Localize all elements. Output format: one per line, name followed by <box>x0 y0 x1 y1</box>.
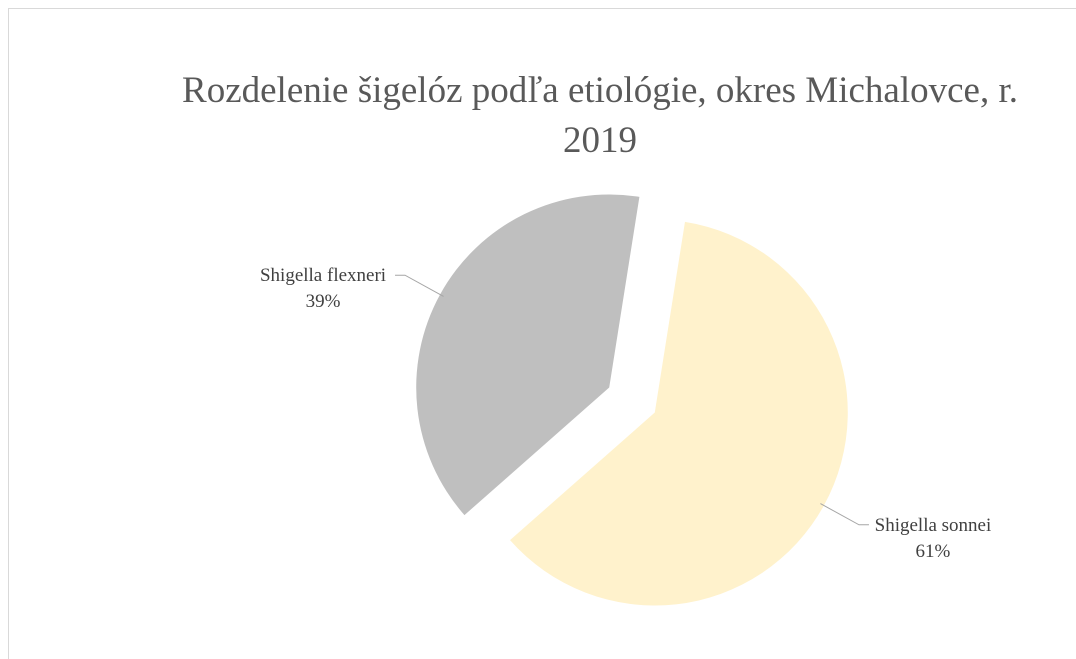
chart-frame <box>8 8 1076 659</box>
chart-title: Rozdelenie šigelóz podľa etiológie, okre… <box>182 70 1018 161</box>
value-label: 39% <box>306 291 341 312</box>
leader-line <box>395 274 444 297</box>
category-label: Shigella sonnei <box>875 515 992 536</box>
pie-slice <box>416 194 640 516</box>
pie-slice <box>510 221 848 606</box>
category-label: Shigella flexneri <box>260 265 386 286</box>
data-label: Shigella sonnei 61% <box>875 515 992 562</box>
leader-line <box>820 503 869 526</box>
data-label: Shigella flexneri 39% <box>260 265 386 312</box>
value-label: 61% <box>916 541 951 562</box>
